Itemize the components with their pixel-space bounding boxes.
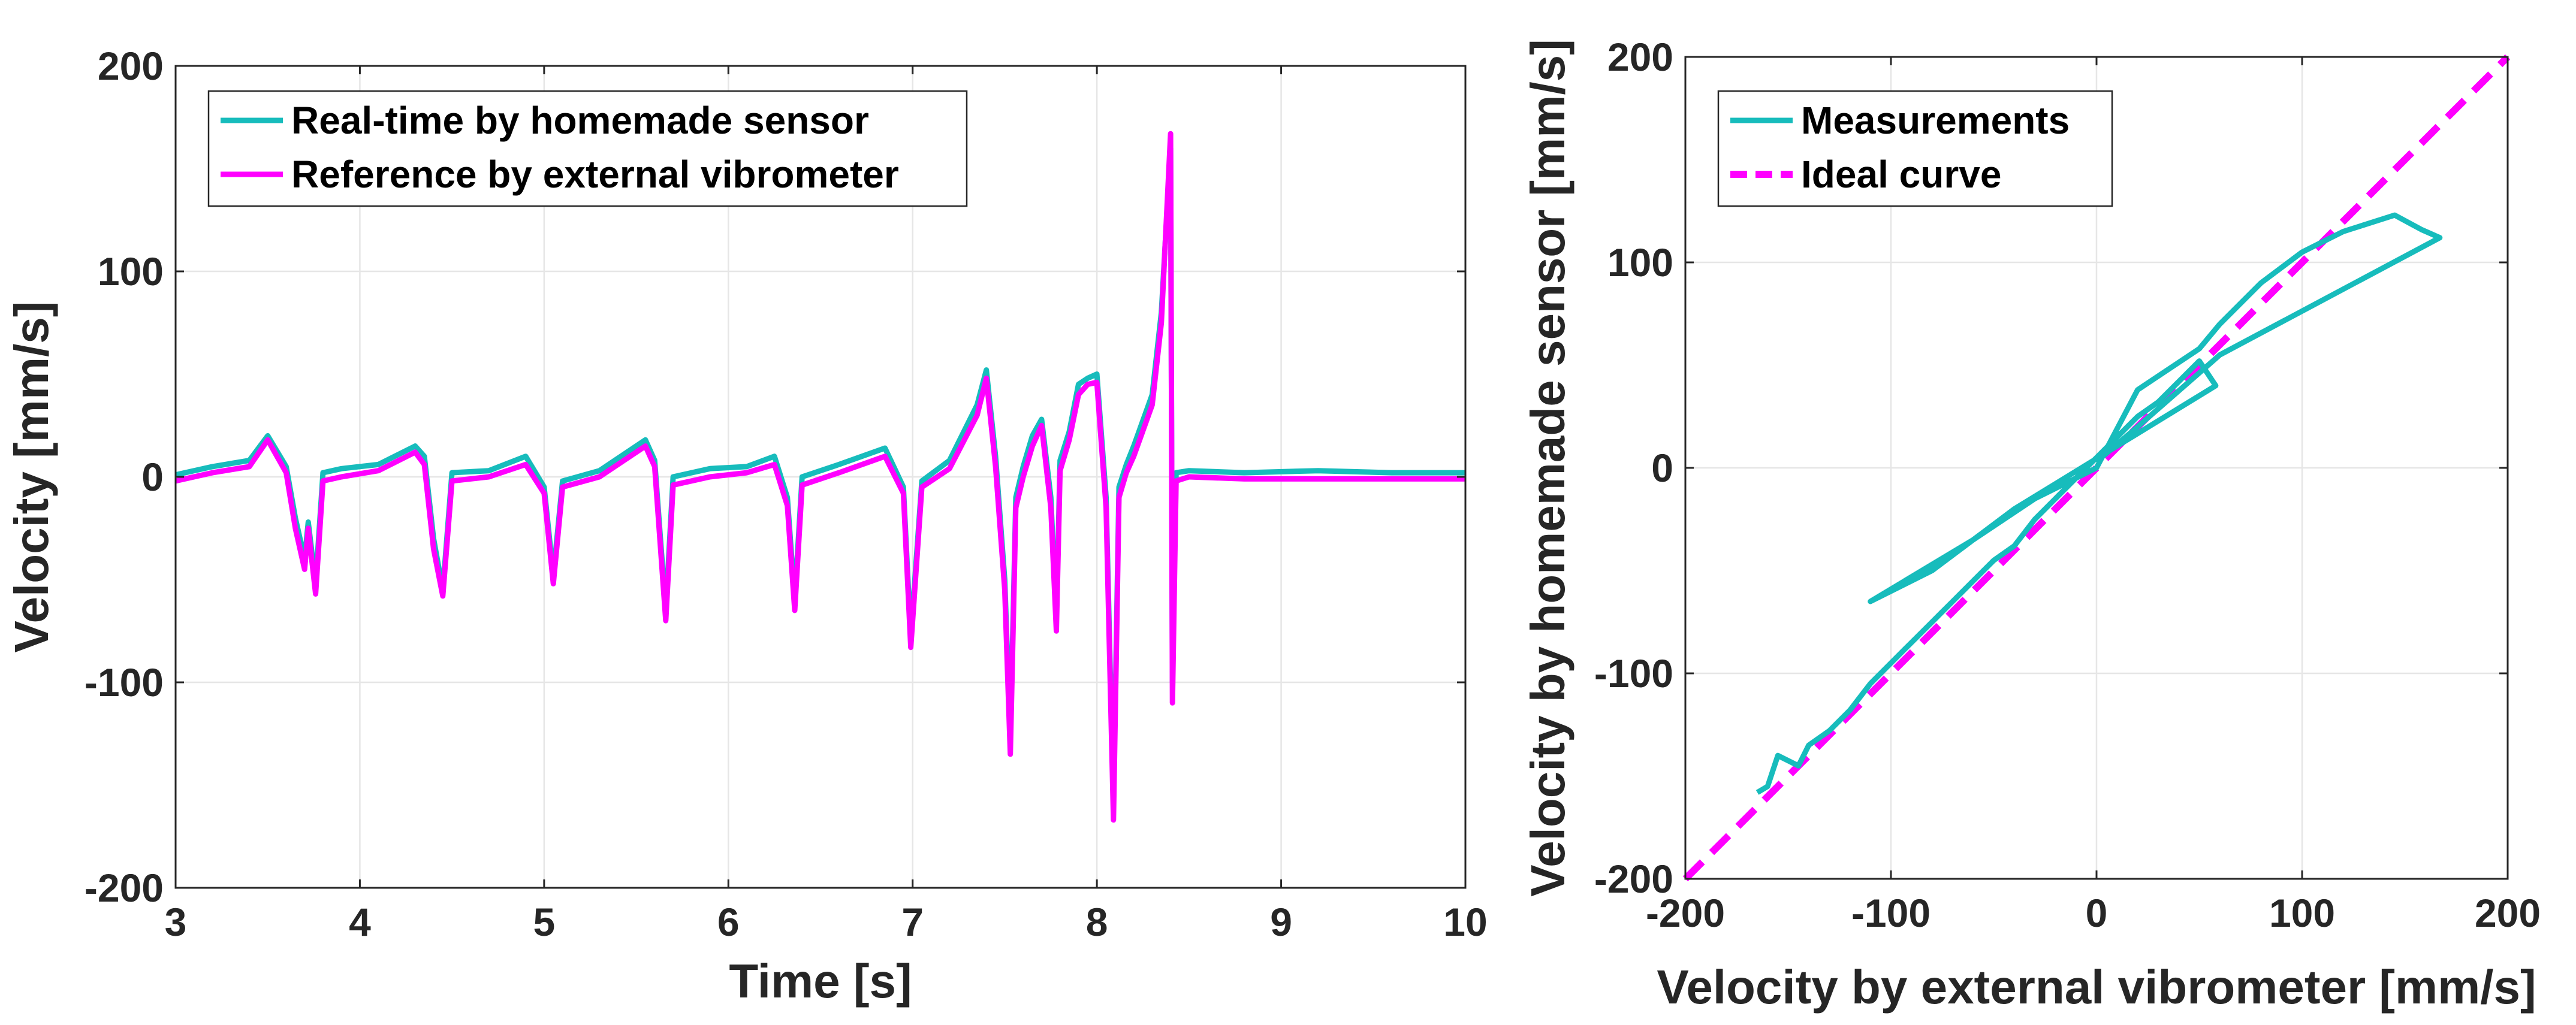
time-series-x-tick-label: 9 bbox=[1270, 900, 1292, 944]
time-series-x-tick-label: 7 bbox=[901, 900, 924, 944]
correlation-chart: -200 -100 0 100 200 200 100 0 -100 -200 Velocity … bbox=[1521, 35, 2541, 1014]
correlation-x-tick-label: 0 bbox=[2086, 891, 2108, 935]
correlation-y-tick-label: -100 bbox=[1594, 651, 1673, 696]
time-series-x-tick-label: 4 bbox=[349, 900, 371, 944]
time-series-x-tick-label: 6 bbox=[717, 900, 740, 944]
legend-label-ideal-curve: Ideal curve bbox=[1801, 153, 2001, 196]
correlation-ticks: -200 -100 0 100 200 200 100 0 -100 -200 bbox=[1594, 35, 2541, 935]
correlation-legend-box bbox=[1717, 90, 2113, 207]
time-series-legend: Real-time by homemade sensor Reference b… bbox=[207, 90, 968, 207]
correlation-y-tick-label: 200 bbox=[1607, 35, 1673, 79]
time-series-y-axis-label: Velocity [mm/s] bbox=[5, 301, 58, 653]
time-series-x-axis-label: Time [s] bbox=[729, 954, 912, 1008]
legend-label-measured: Real-time by homemade sensor bbox=[291, 99, 869, 142]
correlation-lines bbox=[1682, 54, 2511, 882]
correlation-y-axis-label: Velocity by homemade sensor [mm/s] bbox=[1521, 39, 1574, 897]
time-series-y-tick-label: 200 bbox=[98, 44, 164, 88]
time-series-x-tick-label: 10 bbox=[1443, 900, 1487, 944]
time-series-x-tick-label: 3 bbox=[165, 900, 187, 944]
time-series-y-tick-label: 0 bbox=[141, 455, 164, 499]
correlation-y-tick-label: -200 bbox=[1594, 857, 1673, 901]
correlation-legend: Measurements Ideal curve bbox=[1717, 90, 2113, 207]
correlation-x-tick-label: 100 bbox=[2269, 891, 2335, 935]
time-series-legend-box bbox=[207, 90, 968, 207]
series-line-measurements bbox=[1755, 212, 2443, 795]
time-series-chart: 3 4 5 6 7 8 9 10 200 100 0 -100 -200 Time [s] Veloci… bbox=[5, 44, 1488, 1008]
series-line-reference-by-external-vibrometer bbox=[175, 131, 1465, 823]
time-series-y-tick-label: -100 bbox=[85, 660, 164, 705]
correlation-y-tick-label: 100 bbox=[1607, 240, 1673, 285]
correlation-y-tick-label: 0 bbox=[1651, 446, 1673, 490]
correlation-x-tick-label: -200 bbox=[1646, 891, 1725, 935]
time-series-ticks: 3 4 5 6 7 8 9 10 200 100 0 -100 -200 bbox=[85, 44, 1488, 944]
series-line-ideal-curve bbox=[1682, 54, 2511, 882]
time-series-x-tick-label: 5 bbox=[533, 900, 555, 944]
time-series-y-tick-label: -200 bbox=[85, 866, 164, 910]
legend-label-measurements: Measurements bbox=[1801, 99, 2070, 142]
time-series-x-tick-label: 8 bbox=[1086, 900, 1108, 944]
time-series-lines bbox=[175, 131, 1465, 823]
correlation-x-tick-label: 200 bbox=[2475, 891, 2541, 935]
correlation-x-tick-label: -100 bbox=[1851, 891, 1931, 935]
time-series-y-tick-label: 100 bbox=[98, 249, 164, 294]
correlation-x-axis-label: Velocity by external vibrometer [mm/s] bbox=[1657, 960, 2536, 1014]
legend-label-reference: Reference by external vibrometer bbox=[291, 153, 899, 196]
